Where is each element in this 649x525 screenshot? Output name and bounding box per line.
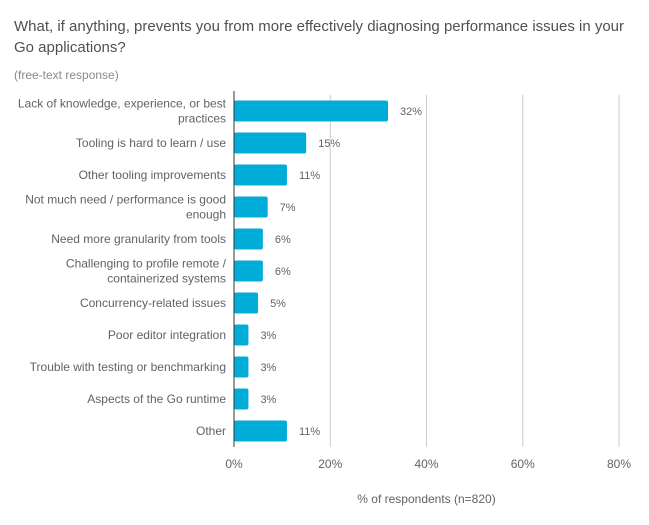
bar [234, 292, 259, 314]
x-tick-label: 20% [318, 457, 342, 471]
category-label: Poor editor integration [108, 328, 226, 342]
bar [234, 228, 263, 250]
category-label: Trouble with testing or benchmarking [30, 360, 226, 374]
value-label: 3% [260, 330, 276, 342]
category-label: Other tooling improvements [79, 168, 226, 182]
x-tick-label: 80% [607, 457, 631, 471]
bar [234, 356, 249, 378]
category-label: Tooling is hard to learn / use [76, 136, 226, 150]
value-label: 32% [400, 106, 422, 118]
value-label: 11% [299, 170, 320, 182]
category-label-line: Challenging to profile remote / [66, 257, 227, 271]
category-label-line: Not much need / performance is good [25, 193, 226, 207]
x-tick-label: 60% [511, 457, 535, 471]
category-label-line: Concurrency-related issues [80, 296, 226, 310]
category-label-line: Aspects of the Go runtime [87, 392, 226, 406]
bar [234, 132, 307, 154]
category-label: Lack of knowledge, experience, or best pr… [18, 97, 227, 126]
bar [234, 164, 287, 186]
category-label-line: Other tooling improvements [79, 168, 226, 182]
x-tick-label: 40% [414, 457, 438, 471]
x-axis-title: % of respondents (n=820) [357, 492, 495, 506]
bar [234, 420, 287, 442]
category-label-line: Trouble with testing or benchmarking [30, 360, 226, 374]
bar [234, 388, 249, 410]
category-label: Challenging to profile remote / container… [66, 257, 227, 286]
x-tick-label: 0% [225, 457, 243, 471]
category-label-line: practices [178, 112, 226, 126]
bar [234, 324, 249, 346]
value-label: 6% [275, 234, 291, 246]
category-label-line: Need more granularity from tools [51, 232, 226, 246]
category-label-line: Lack of knowledge, experience, or best [18, 97, 227, 111]
category-label-line: Other [196, 424, 226, 438]
value-label: 11% [299, 426, 320, 438]
value-label: 5% [270, 298, 286, 310]
chart-subtitle: (free-text response) [14, 68, 119, 82]
value-label: 7% [280, 202, 296, 214]
category-label-line: Poor editor integration [108, 328, 226, 342]
bar [234, 260, 263, 282]
bar [234, 196, 268, 218]
category-label-line: Tooling is hard to learn / use [76, 136, 226, 150]
category-label-line: enough [186, 208, 226, 222]
category-label: Concurrency-related issues [80, 296, 226, 310]
value-label: 6% [275, 266, 291, 278]
category-label-line: containerized systems [107, 272, 226, 286]
category-label: Not much need / performance is good enoug… [25, 193, 226, 222]
category-label: Aspects of the Go runtime [87, 392, 226, 406]
value-label: 3% [260, 394, 276, 406]
chart-title: What, if anything, prevents you from mor… [14, 18, 625, 56]
category-label: Need more granularity from tools [51, 232, 226, 246]
category-label: Other [196, 424, 226, 438]
value-label: 15% [318, 138, 340, 150]
bar [234, 100, 388, 122]
value-label: 3% [260, 362, 276, 374]
